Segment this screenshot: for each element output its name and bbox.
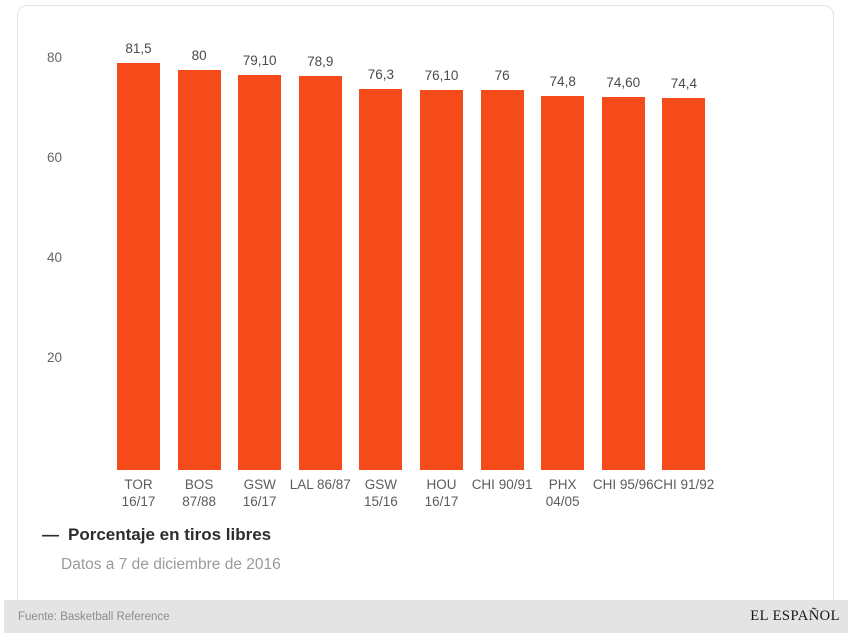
legend-dash-icon: — bbox=[42, 525, 59, 544]
chart-note: Datos a 7 de diciembre de 2016 bbox=[61, 556, 281, 573]
x-axis-category-label: HOU 16/17 bbox=[394, 476, 490, 510]
x-axis-category-line: 87/88 bbox=[182, 494, 216, 509]
x-axis-category-line: 16/17 bbox=[424, 494, 459, 509]
x-axis-category-label: CHI 95/96 bbox=[575, 476, 671, 493]
bar-7[interactable] bbox=[541, 96, 585, 470]
x-axis-category-line: LAL 86/87 bbox=[289, 477, 351, 492]
x-axis-category-line: 04/05 bbox=[545, 494, 580, 509]
x-axis-category-line: PHX bbox=[548, 477, 577, 492]
bar-value-label: 76 bbox=[494, 68, 510, 83]
x-axis-category-line: CHI 95/96 bbox=[592, 477, 654, 492]
x-axis-category-line: CHI 91/92 bbox=[653, 477, 715, 492]
bar-2[interactable] bbox=[238, 74, 282, 470]
source-credit: Fuente: Basketball Reference bbox=[18, 610, 170, 623]
x-axis-category-label: TOR 16/17 bbox=[91, 476, 187, 510]
x-axis-category-line: BOS bbox=[184, 477, 214, 492]
bar-value-label: 81,5 bbox=[125, 40, 152, 56]
x-axis-category-line: CHI 90/91 bbox=[471, 477, 533, 492]
bar-value-label: 74,8 bbox=[549, 74, 576, 89]
x-axis-category-label: LAL 86/87 bbox=[272, 476, 368, 493]
bar-6[interactable] bbox=[480, 90, 524, 470]
x-axis-category-label: CHI 90/91 bbox=[454, 476, 550, 493]
x-axis-category-line: 15/16 bbox=[363, 494, 398, 509]
bar-value-label: 79,10 bbox=[242, 52, 277, 68]
chart-legend: — Porcentaje en tiros libres bbox=[42, 525, 271, 545]
bar-9[interactable] bbox=[662, 98, 706, 470]
x-axis-category-line: TOR bbox=[124, 477, 153, 492]
x-axis-category-line: 16/17 bbox=[242, 494, 277, 509]
bar-value-label: 80 bbox=[191, 48, 207, 63]
x-axis-category-label: PHX 04/05 bbox=[515, 476, 611, 510]
y-axis-tick-label: 80 bbox=[46, 50, 62, 65]
y-axis-tick-label: 20 bbox=[46, 350, 62, 365]
bar-1[interactable] bbox=[177, 70, 221, 470]
y-axis-tick-label: 40 bbox=[46, 250, 62, 265]
x-axis-category-line: 16/17 bbox=[121, 494, 156, 509]
bar-value-label: 76,10 bbox=[424, 67, 459, 83]
x-axis-category-label: CHI 91/92 bbox=[636, 476, 732, 493]
bar-value-label: 76,3 bbox=[367, 66, 395, 82]
legend-series-label: Porcentaje en tiros libres bbox=[68, 525, 272, 544]
bar-value-label: 74,60 bbox=[606, 75, 641, 90]
y-axis-tick-label: 60 bbox=[46, 150, 62, 165]
chart-footer: Fuente: Basketball Reference EL ESPAÑOL bbox=[4, 600, 848, 633]
bar-0[interactable] bbox=[117, 62, 160, 470]
x-axis-category-line: GSW bbox=[243, 477, 276, 492]
x-axis-category-label: BOS 87/88 bbox=[151, 476, 247, 510]
bar-3[interactable] bbox=[298, 75, 342, 470]
bar-value-label: 74,4 bbox=[670, 76, 698, 91]
brand-logo: EL ESPAÑOL bbox=[750, 608, 840, 624]
x-axis-category-line: GSW bbox=[364, 477, 398, 492]
x-axis-category-label: GSW 16/17 bbox=[212, 476, 308, 510]
x-axis-category-label: GSW 15/16 bbox=[333, 476, 429, 510]
bar-value-label: 78,9 bbox=[307, 53, 334, 69]
bar-8[interactable] bbox=[601, 97, 645, 470]
x-axis-category-line: HOU bbox=[426, 477, 457, 492]
bar-4[interactable] bbox=[359, 88, 403, 470]
bar-5[interactable] bbox=[420, 89, 463, 470]
